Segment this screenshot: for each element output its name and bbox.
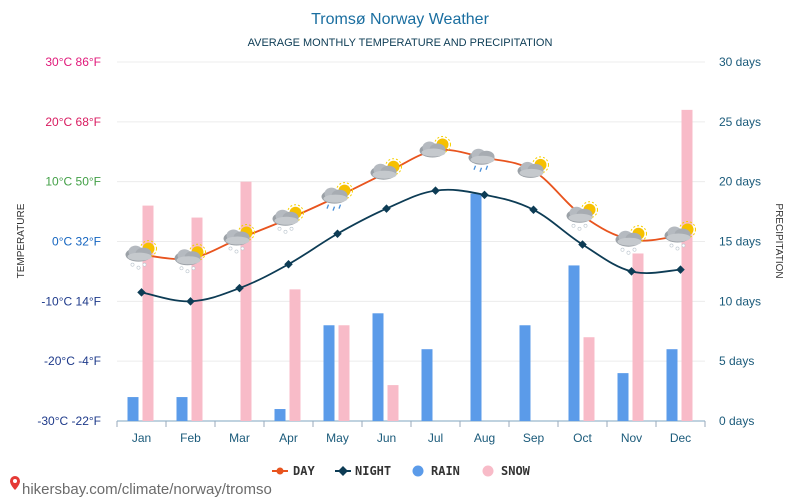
legend-rain-swatch [412,465,424,477]
right-tick-label: 15 days [719,235,761,249]
legend-item-night[interactable]: NIGHT [335,464,391,478]
snow-bar [191,217,203,421]
left-tick-label: -30°C -22°F [37,414,101,428]
snow-cloud-sun-icon [125,240,157,270]
x-tick-label: Sep [523,431,545,445]
snow-bar [289,289,301,421]
snow-bar [632,253,644,421]
snow-cloud-sun-icon [272,204,304,234]
legend-day-swatch-dot [276,467,284,475]
left-tick-label: 10°C 50°F [45,175,101,189]
line-marks [137,149,685,306]
night-point [137,288,146,297]
legend-item-day[interactable]: DAY [272,464,315,478]
x-tick-label: May [326,431,349,445]
source-footer[interactable]: hikersbay.com/climate/norway/tromso [10,476,272,498]
snow-bar [387,385,399,421]
night-point [627,267,636,276]
legend-rain-label: RAIN [431,464,460,478]
legend-night-label: NIGHT [355,464,391,478]
x-tick-label: Nov [621,431,642,445]
rain-bar [372,313,384,421]
right-axis-label: PRECIPITATION [773,203,784,278]
night-point [480,190,489,200]
night-point [333,229,342,238]
rain-bar [274,409,286,421]
source-link[interactable]: hikersbay.com/climate/norway/tromso [22,481,272,498]
snow-bar [583,337,595,421]
day-line [141,149,681,260]
snow-bar [338,325,350,421]
night-point [186,297,195,306]
rain-bar [666,349,678,421]
snow-cloud-sun-icon [174,243,206,274]
rain-bar [176,397,188,421]
x-tick-labels: Jan Feb Mar Apr May Jun Jul Aug Sep Oct Nov Dec [116,421,706,445]
right-tick-labels: 30 days 25 days 20 days 15 days 10 days 5 day… [719,55,761,428]
left-tick-labels: 30°C 86°F 20°C 68°F 10°C 50°F 0°C 32°F -10°C… [37,55,101,428]
rain-bar [421,349,433,421]
x-tick-label: Aug [474,431,495,445]
legend-snow-swatch [482,465,494,477]
night-line [141,188,681,303]
rain-bar [323,325,335,421]
right-tick-label: 20 days [719,175,761,189]
legend-day-label: DAY [293,464,315,478]
left-tick-label: -20°C -4°F [44,354,101,368]
snow-cloud-sun-icon [664,221,696,251]
chart-title: Tromsø Norway Weather [311,11,489,28]
night-point [529,205,538,215]
legend: DAY NIGHT RAIN SNOW [272,464,531,478]
legend-item-snow[interactable]: SNOW [482,464,531,478]
x-tick-label: Mar [229,431,250,445]
left-tick-label: 0°C 32°F [52,235,101,249]
x-tick-label: Dec [670,431,691,445]
chart-subtitle: AVERAGE MONTHLY TEMPERATURE AND PRECIPIT… [248,37,553,49]
pin-icon [10,476,20,490]
cloud-sun-icon [517,156,549,178]
night-point [235,283,244,293]
x-tick-label: Feb [180,431,201,445]
left-tick-label: 30°C 86°F [45,55,101,69]
right-tick-label: 10 days [719,294,761,308]
cloud-sun-icon [370,158,402,180]
rain-cloud-sun-icon [321,182,353,211]
legend-night-swatch-dot [338,466,348,476]
x-tick-label: Oct [573,431,592,445]
left-tick-label: 20°C 68°F [45,115,101,129]
x-tick-label: Apr [279,431,298,445]
rain-bar [568,265,580,421]
rain-bar [470,193,482,421]
weather-icons [125,136,696,274]
rain-bar [519,325,531,421]
bar-marks [127,109,693,421]
night-point [382,204,391,213]
snow-bar [681,109,693,421]
snow-cloud-sun-icon [223,224,255,254]
legend-item-rain[interactable]: RAIN [412,464,460,478]
rain-cloud-icon [468,148,495,172]
legend-snow-label: SNOW [501,464,531,478]
night-point [431,186,440,195]
snow-bar [142,205,154,421]
right-tick-label: 30 days [719,55,761,69]
left-axis-label: TEMPERATURE [16,203,27,278]
x-tick-label: Jun [377,431,396,445]
right-tick-label: 0 days [719,414,754,428]
right-tick-label: 25 days [719,115,761,129]
right-tick-label: 5 days [719,354,754,368]
rain-bar [127,397,139,421]
night-point [284,259,293,269]
snow-cloud-sun-icon [566,201,598,231]
cloud-sun-icon [419,136,451,158]
x-tick-label: Jul [428,431,443,445]
night-point [676,265,685,274]
snow-cloud-sun-icon [615,225,647,255]
x-tick-label: Jan [132,431,151,445]
left-tick-label: -10°C 14°F [41,294,101,308]
snow-bar [240,181,252,421]
rain-bar [617,373,629,421]
